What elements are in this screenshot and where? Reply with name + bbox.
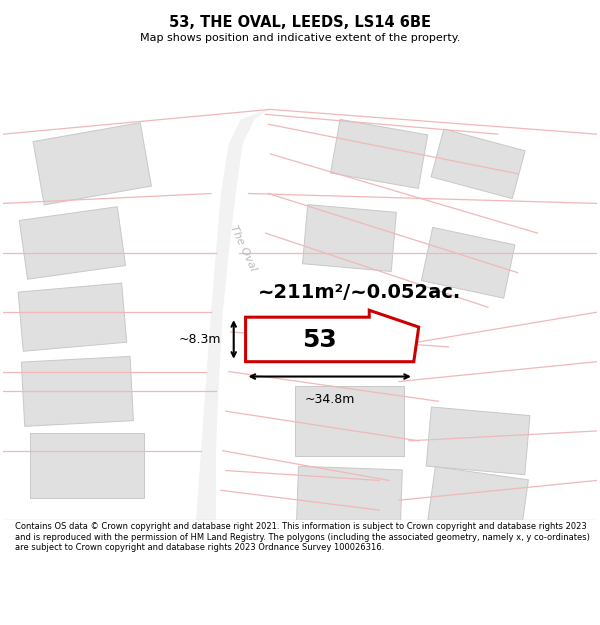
Polygon shape: [296, 466, 403, 524]
Polygon shape: [31, 433, 144, 498]
Text: The Oval: The Oval: [229, 223, 259, 272]
Polygon shape: [295, 386, 404, 456]
Text: ~8.3m: ~8.3m: [178, 333, 221, 346]
Text: Contains OS data © Crown copyright and database right 2021. This information is : Contains OS data © Crown copyright and d…: [15, 522, 590, 552]
Text: 53: 53: [302, 328, 337, 352]
Polygon shape: [196, 109, 271, 520]
Polygon shape: [19, 207, 125, 279]
Polygon shape: [302, 204, 397, 271]
Polygon shape: [22, 356, 133, 426]
Polygon shape: [431, 129, 525, 199]
Text: ~211m²/~0.052ac.: ~211m²/~0.052ac.: [258, 283, 461, 302]
Polygon shape: [428, 467, 529, 534]
Polygon shape: [18, 283, 127, 351]
Text: Map shows position and indicative extent of the property.: Map shows position and indicative extent…: [140, 33, 460, 43]
Polygon shape: [331, 119, 428, 189]
Text: 53, THE OVAL, LEEDS, LS14 6BE: 53, THE OVAL, LEEDS, LS14 6BE: [169, 16, 431, 31]
Polygon shape: [33, 122, 151, 205]
Polygon shape: [421, 228, 515, 298]
Polygon shape: [426, 407, 530, 475]
Text: ~34.8m: ~34.8m: [304, 393, 355, 406]
Polygon shape: [245, 310, 419, 362]
